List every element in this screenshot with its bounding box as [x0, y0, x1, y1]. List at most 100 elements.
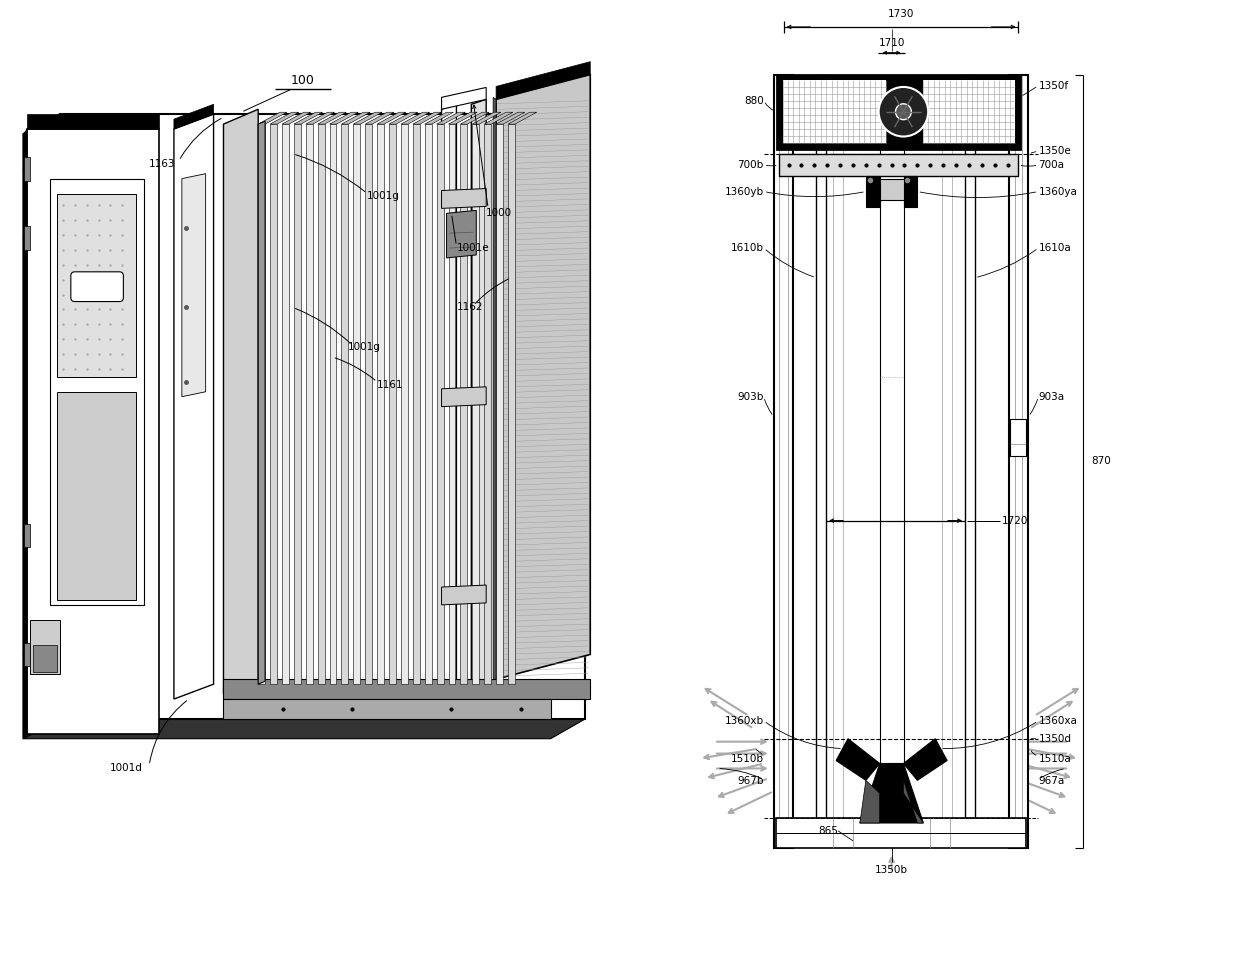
- FancyBboxPatch shape: [71, 272, 123, 301]
- Polygon shape: [281, 112, 311, 124]
- Polygon shape: [294, 112, 322, 124]
- Polygon shape: [904, 780, 924, 823]
- Polygon shape: [182, 174, 206, 397]
- Text: 1510a: 1510a: [1038, 753, 1071, 764]
- Polygon shape: [60, 114, 585, 719]
- Polygon shape: [460, 112, 489, 124]
- Text: 865: 865: [818, 826, 838, 836]
- Polygon shape: [24, 719, 585, 739]
- Text: 870: 870: [1091, 456, 1111, 467]
- Polygon shape: [330, 124, 336, 684]
- Bar: [25, 227, 30, 250]
- Bar: [1009, 419, 1027, 456]
- Polygon shape: [879, 95, 904, 818]
- Polygon shape: [508, 112, 537, 124]
- Polygon shape: [441, 104, 456, 689]
- Polygon shape: [353, 112, 382, 124]
- Polygon shape: [496, 112, 525, 124]
- Text: 1610a: 1610a: [1038, 243, 1071, 253]
- Polygon shape: [496, 75, 590, 679]
- Text: 1510b: 1510b: [730, 753, 764, 764]
- Polygon shape: [413, 112, 441, 124]
- Text: 1730: 1730: [888, 9, 914, 19]
- Bar: [25, 524, 30, 548]
- Bar: [25, 642, 30, 666]
- Polygon shape: [866, 176, 879, 207]
- Polygon shape: [436, 124, 444, 684]
- Text: 1161: 1161: [377, 380, 404, 390]
- Circle shape: [879, 87, 929, 137]
- Bar: [782, 80, 887, 143]
- Polygon shape: [449, 124, 455, 684]
- Text: 1360yb: 1360yb: [724, 186, 764, 197]
- Polygon shape: [174, 104, 213, 129]
- Text: 1710: 1710: [878, 38, 905, 48]
- Polygon shape: [389, 124, 396, 684]
- Polygon shape: [281, 124, 289, 684]
- Polygon shape: [836, 739, 879, 780]
- Polygon shape: [223, 109, 258, 694]
- Polygon shape: [425, 124, 432, 684]
- Polygon shape: [294, 124, 301, 684]
- Polygon shape: [965, 75, 975, 818]
- Polygon shape: [460, 124, 467, 684]
- Text: 1720: 1720: [1002, 515, 1028, 526]
- Polygon shape: [1008, 75, 1028, 848]
- Polygon shape: [816, 75, 826, 818]
- Polygon shape: [776, 75, 1021, 149]
- Circle shape: [895, 104, 911, 120]
- Polygon shape: [472, 112, 501, 124]
- Bar: [25, 157, 30, 181]
- Bar: [923, 80, 1014, 143]
- Polygon shape: [174, 114, 213, 699]
- Polygon shape: [494, 98, 496, 682]
- Polygon shape: [341, 124, 348, 684]
- Polygon shape: [774, 75, 794, 848]
- Polygon shape: [341, 112, 371, 124]
- Polygon shape: [223, 699, 551, 719]
- Text: 903a: 903a: [1038, 392, 1064, 402]
- Polygon shape: [441, 387, 486, 406]
- Text: 1001d: 1001d: [109, 764, 143, 773]
- Polygon shape: [24, 129, 27, 739]
- Polygon shape: [441, 188, 486, 208]
- Polygon shape: [366, 112, 394, 124]
- Text: 967a: 967a: [1038, 776, 1065, 787]
- Polygon shape: [425, 112, 454, 124]
- Polygon shape: [496, 61, 590, 99]
- Polygon shape: [317, 112, 346, 124]
- Polygon shape: [353, 124, 361, 684]
- Text: 1350b: 1350b: [875, 864, 908, 875]
- Polygon shape: [306, 112, 335, 124]
- Polygon shape: [377, 112, 405, 124]
- Polygon shape: [401, 112, 430, 124]
- Text: 100: 100: [291, 75, 315, 87]
- Polygon shape: [306, 124, 312, 684]
- Polygon shape: [330, 112, 358, 124]
- Text: 1350f: 1350f: [1038, 80, 1069, 91]
- Polygon shape: [24, 114, 585, 134]
- Polygon shape: [377, 124, 384, 684]
- Polygon shape: [449, 112, 477, 124]
- Polygon shape: [441, 585, 486, 605]
- Polygon shape: [258, 121, 265, 684]
- Text: 1001e: 1001e: [456, 243, 489, 253]
- Polygon shape: [27, 114, 159, 129]
- Polygon shape: [317, 124, 325, 684]
- Polygon shape: [50, 179, 144, 605]
- Polygon shape: [471, 99, 486, 684]
- Polygon shape: [859, 780, 879, 823]
- Polygon shape: [57, 193, 136, 377]
- Text: 1360ya: 1360ya: [1038, 186, 1078, 197]
- Polygon shape: [446, 210, 476, 258]
- Polygon shape: [472, 124, 479, 684]
- Polygon shape: [496, 124, 503, 684]
- Polygon shape: [27, 129, 159, 734]
- Text: 1001g: 1001g: [347, 342, 381, 352]
- Polygon shape: [904, 176, 918, 207]
- Polygon shape: [223, 679, 590, 699]
- Text: 1360xa: 1360xa: [1038, 716, 1078, 726]
- Bar: [879, 179, 904, 201]
- Polygon shape: [389, 112, 418, 124]
- Polygon shape: [24, 114, 60, 739]
